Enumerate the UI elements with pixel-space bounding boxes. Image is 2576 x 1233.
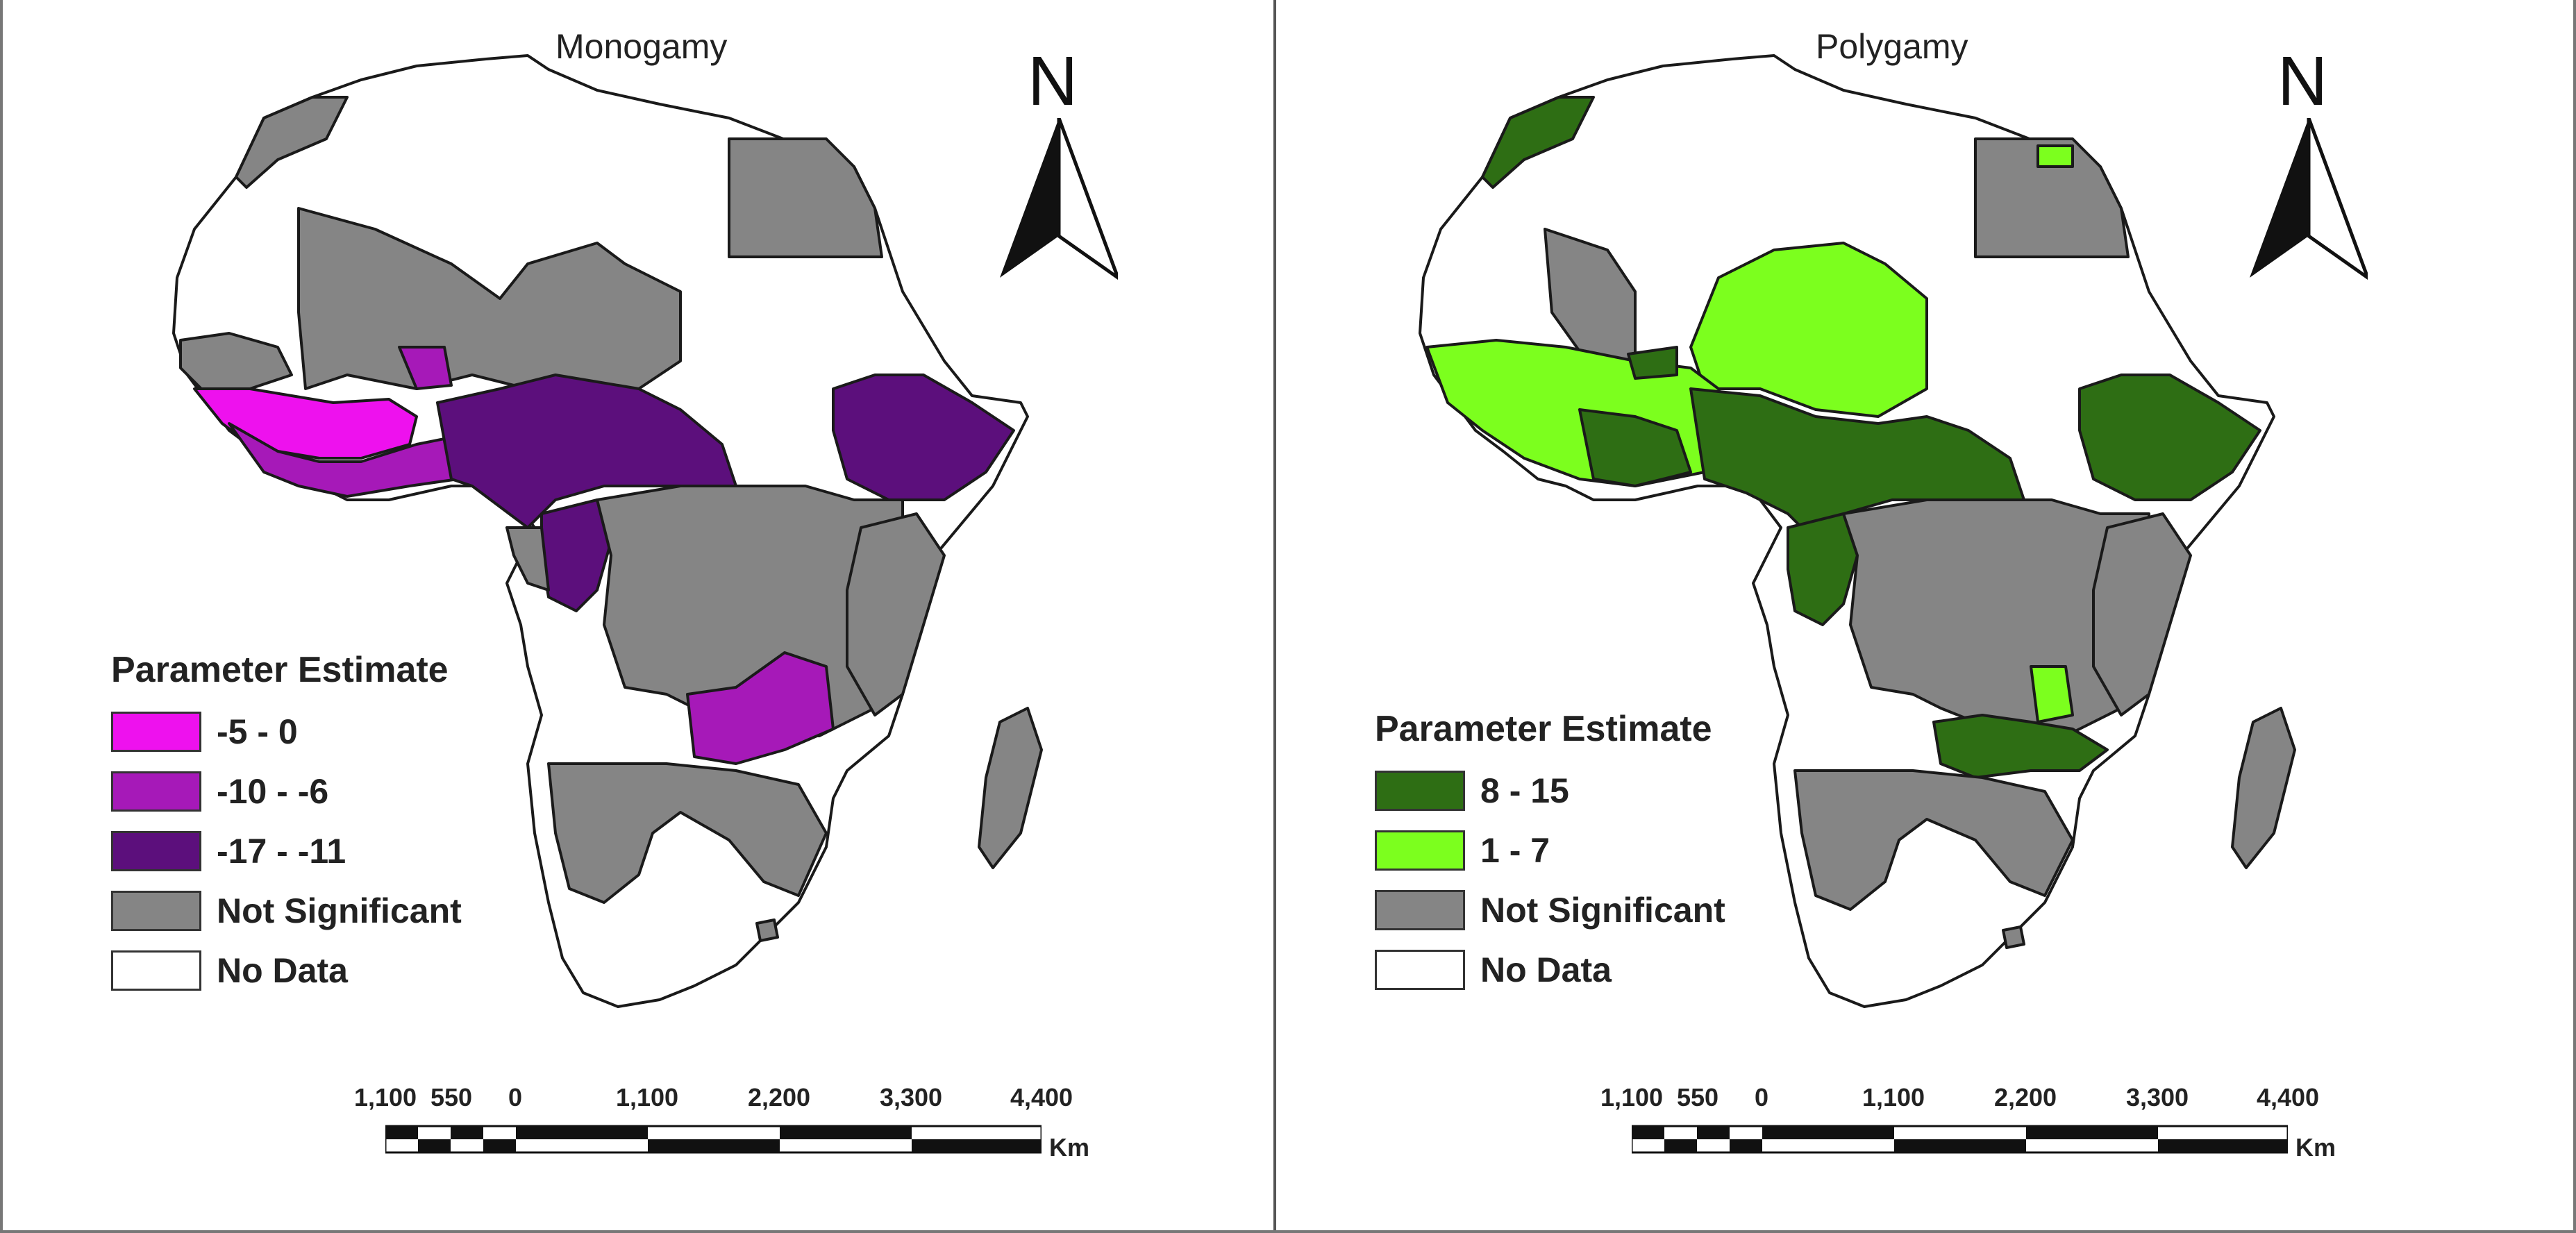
region-sahel: [297, 207, 682, 390]
legend-item: 1 - 7: [1375, 821, 1725, 880]
region-senegal: [179, 332, 293, 390]
legend-title: Parameter Estimate: [111, 650, 449, 690]
legend: Parameter Estimate -5 - 0 -10 - -6 -17 -…: [111, 649, 462, 1000]
scale-bar-graphic: [385, 1125, 1042, 1154]
scale-tick-label: 1,100: [353, 1083, 417, 1112]
scale-tick-label: 1,100: [1600, 1083, 1664, 1112]
legend-label: No Data: [217, 951, 348, 990]
region-malawi-light: [2030, 665, 2074, 723]
legend-swatch: [111, 831, 201, 871]
scale-tick-label: 550: [1676, 1083, 1719, 1112]
legend-item: -10 - -6: [111, 762, 462, 821]
legend-title: Parameter Estimate: [1375, 709, 1712, 749]
legend-label: 1 - 7: [1480, 831, 1550, 870]
legend-item: -17 - -11: [111, 821, 462, 881]
region-zambia-mid: [686, 651, 835, 765]
scale-tick-label: 4,400: [2256, 1083, 2320, 1112]
legend-item: Not Significant: [111, 881, 462, 941]
north-arrow-icon: [2250, 118, 2368, 280]
legend-swatch: [111, 771, 201, 812]
monogamy-map-panel: Monogamy N Parameter Estimate -5 - 0 -10…: [0, 27, 1273, 1166]
region-lesotho: [755, 919, 779, 942]
polygamy-africa-map: [1419, 54, 2296, 1008]
scale-tick-label: 1,100: [615, 1083, 679, 1112]
scale-tick-label: 550: [430, 1083, 473, 1112]
region-east-africa: [2092, 512, 2192, 716]
region-lesotho: [2002, 925, 2025, 949]
region-egypt: [728, 137, 883, 258]
scale-unit: Km: [2295, 1133, 2336, 1161]
region-morocco: [235, 96, 349, 189]
north-arrow-icon: [1000, 118, 1118, 280]
region-west-africa-dark: [1578, 408, 1692, 487]
legend-swatch: [1375, 771, 1465, 811]
legend-swatch: [1375, 950, 1465, 990]
scale-unit: Km: [1048, 1133, 1090, 1161]
legend-swatch: [111, 712, 201, 752]
scale-tick-label: 4,400: [1010, 1083, 1073, 1112]
scale-tick-label: 0: [1754, 1083, 1769, 1112]
region-madagascar: [978, 707, 1043, 869]
scale-tick-label: 3,300: [2125, 1083, 2189, 1112]
polygamy-map-panel: Polygamy N Parameter Estimate 8 - 15 1 -…: [1288, 0, 2576, 1233]
monogamy-africa-map: [172, 54, 1043, 1008]
north-label: N: [1028, 42, 1078, 120]
legend-swatch: [1375, 830, 1465, 871]
region-egypt: [1974, 137, 2130, 258]
region-southern-grey: [1793, 769, 2074, 911]
legend-swatch: [111, 950, 201, 991]
map-title: Monogamy: [555, 27, 728, 66]
scale-tick-label: 2,200: [747, 1083, 811, 1112]
region-ethiopia-dark: [2078, 374, 2261, 501]
region-zambia-dark: [1932, 714, 2109, 779]
region-east-africa: [846, 512, 946, 716]
region-ethiopia-dark: [832, 374, 1015, 501]
legend-item: -5 - 0: [111, 702, 462, 762]
scale-tick-label: 1,100: [1862, 1083, 1925, 1112]
region-egypt-patch: [2036, 144, 2074, 168]
legend: Parameter Estimate 8 - 15 1 - 7 Not Sign…: [1375, 708, 1725, 1000]
region-niger-patch: [398, 346, 453, 390]
legend-label: No Data: [1480, 950, 1612, 989]
region-gabon: [505, 526, 550, 592]
region-morocco: [1481, 96, 1595, 189]
scale-tick-label: 0: [508, 1083, 523, 1112]
region-southern-grey: [547, 762, 828, 904]
legend-label: -10 - -6: [217, 772, 329, 811]
map-title: Polygamy: [1816, 27, 1968, 66]
legend-item: Not Significant: [1375, 880, 1725, 940]
legend-label: -5 - 0: [217, 712, 298, 751]
legend-label: -17 - -11: [217, 832, 346, 871]
legend-item: No Data: [111, 941, 462, 1000]
region-madagascar: [2231, 707, 2296, 869]
scale-tick-label: 2,200: [1993, 1083, 2057, 1112]
panel-divider: [1273, 0, 1276, 1233]
legend-label: Not Significant: [1480, 891, 1725, 930]
legend-item: No Data: [1375, 940, 1725, 1000]
scale-bar: 1,100 550 0 1,100 2,200 3,300 4,400 Km: [0, 1083, 1273, 1166]
legend-item: 8 - 15: [1375, 761, 1725, 821]
scale-bar: 1,100 550 0 1,100 2,200 3,300 4,400 Km: [1288, 1083, 2561, 1166]
scale-bar-graphic: [1632, 1125, 2288, 1154]
scale-tick-label: 3,300: [879, 1083, 943, 1112]
region-mali-dark: [1627, 346, 1678, 380]
legend-swatch: [1375, 890, 1465, 930]
legend-label: Not Significant: [217, 891, 462, 930]
north-label: N: [2277, 42, 2328, 120]
legend-swatch: [111, 891, 201, 931]
legend-label: 8 - 15: [1480, 771, 1569, 810]
